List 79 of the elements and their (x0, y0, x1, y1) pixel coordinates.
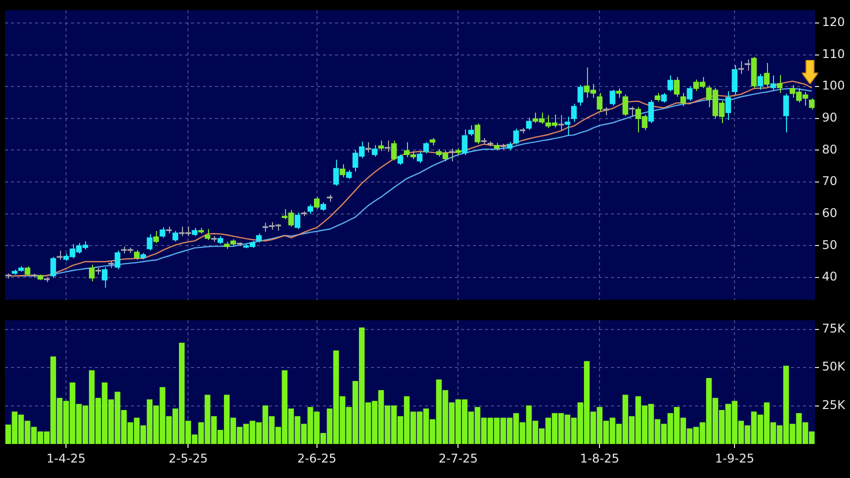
y-tick-label: 25K (822, 398, 846, 412)
candlestick (146, 234, 152, 251)
candlestick (455, 148, 462, 156)
y-tick-label: 80 (822, 142, 838, 156)
candlestick (198, 227, 204, 234)
y-tick-label: 75K (822, 321, 846, 336)
candlestick (218, 236, 224, 245)
candlestick (5, 272, 12, 279)
candlestick (204, 228, 210, 240)
candlestick (423, 142, 429, 154)
candlestick (783, 93, 789, 133)
y-tick-label: 100 (822, 78, 845, 93)
candlestick (764, 62, 770, 88)
candlestick (102, 266, 108, 288)
candlestick (160, 226, 166, 238)
candlestick (661, 92, 667, 103)
candlestick (513, 128, 519, 145)
candlestick (725, 90, 732, 120)
x-tick-label: 2-7-25 (438, 451, 478, 466)
candlestick (751, 56, 757, 88)
candlestick (320, 202, 326, 212)
candlestick (564, 116, 570, 136)
x-tick-label: 2-6-25 (297, 451, 336, 466)
candlestick (398, 154, 404, 166)
candlestick (732, 64, 738, 96)
candlestick (88, 264, 95, 282)
candlestick (378, 140, 384, 152)
candlestick (333, 159, 339, 186)
candlestick (808, 98, 815, 110)
candlestick (172, 230, 178, 242)
candlestick (314, 196, 320, 210)
x-tick-label: 1-9-25 (715, 451, 754, 466)
candlestick (680, 92, 686, 107)
candlestick (38, 274, 44, 281)
candlestick (448, 148, 455, 162)
candlestick (153, 230, 159, 244)
candlestick (430, 138, 436, 146)
candlestick (134, 250, 140, 260)
candlestick (474, 122, 480, 144)
candlestick (686, 86, 692, 102)
candlestick (308, 204, 314, 214)
candlestick (462, 129, 468, 156)
candlestick (674, 76, 680, 98)
candlestick (654, 92, 660, 102)
y-tick-label: 60 (822, 206, 838, 220)
x-tick-label: 1-4-25 (46, 451, 86, 466)
y-tick-label: 110 (822, 46, 845, 61)
candlestick (571, 103, 577, 122)
candlestick (616, 88, 622, 98)
y-tick-label: 50K (822, 360, 846, 374)
candlestick (24, 266, 30, 276)
candlestick (294, 212, 300, 230)
candlestick (468, 124, 474, 136)
candlestick (192, 227, 198, 237)
y-tick-label: 40 (822, 270, 838, 284)
y-tick-label: 70 (822, 174, 838, 188)
candlestick (340, 164, 346, 178)
x-tick-label: 1-8-25 (580, 451, 620, 466)
candlestick (758, 73, 764, 90)
y-tick-label: 50 (822, 238, 838, 252)
candlestick (18, 266, 24, 272)
y-tick-label: 120 (822, 15, 845, 30)
candlestick (622, 94, 628, 116)
x-tick-label: 2-5-25 (168, 451, 208, 466)
candlestick (56, 250, 62, 260)
candlestick (50, 256, 56, 278)
candlestick (668, 74, 674, 92)
candlestick (596, 92, 602, 113)
candlestick (526, 117, 532, 130)
candlestick (416, 151, 422, 164)
candlestick (578, 84, 584, 106)
candlestick (770, 74, 776, 91)
candlestick (776, 74, 782, 94)
candlestick (372, 144, 378, 158)
candlestick (346, 169, 352, 180)
y-tick-label: 90 (822, 110, 838, 125)
candlestick (256, 233, 262, 244)
candlestick (326, 194, 332, 202)
candlestick (391, 140, 397, 161)
